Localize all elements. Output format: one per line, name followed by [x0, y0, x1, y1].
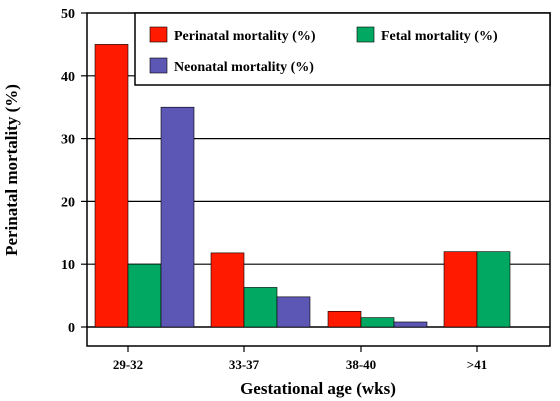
legend-swatch: [149, 57, 168, 74]
bar-perinatal-2: [327, 310, 362, 328]
bar-perinatal-1: [210, 252, 245, 328]
x-tick-label: 38-40: [346, 357, 376, 372]
bar-fetal-2: [360, 317, 395, 328]
y-tick-label: 30: [61, 133, 75, 148]
legend-label: Fetal mortality (%): [381, 29, 498, 44]
y-tick-label: 0: [68, 321, 75, 336]
bar-perinatal-3: [443, 251, 478, 328]
y-tick-label: 20: [61, 195, 75, 210]
bars: [94, 44, 511, 328]
y-axis-ticks: 0 10 20 30 40 50: [61, 7, 87, 336]
y-tick-label: 40: [61, 70, 75, 85]
legend-swatch: [356, 26, 375, 43]
bar-fetal-3: [476, 251, 511, 328]
y-tick-label: 50: [61, 7, 75, 22]
bar-neonatal-0: [160, 106, 195, 328]
legend-label: Neonatal mortality (%): [174, 60, 314, 75]
bar-fetal-1: [243, 287, 278, 328]
x-axis-label: Gestational age (wks): [240, 379, 396, 398]
x-tick-label: 33-37: [229, 357, 260, 372]
legend: Perinatal mortality (%) Fetal mortality (…: [134, 12, 551, 86]
legend-box: [134, 12, 551, 86]
y-tick-label: 10: [61, 258, 75, 273]
legend-swatch: [149, 26, 168, 43]
x-tick-label: >41: [467, 357, 487, 372]
bar-neonatal-2: [393, 321, 428, 328]
x-axis-ticks: 29-32 33-37 38-40 >41: [113, 346, 487, 372]
bar-perinatal-0: [94, 44, 129, 328]
x-tick-label: 29-32: [113, 357, 143, 372]
bar-neonatal-1: [276, 296, 311, 328]
y-axis-label: Perinatal mortality (%): [2, 84, 21, 256]
legend-label: Perinatal mortality (%): [174, 29, 316, 44]
bar-fetal-0: [127, 263, 162, 328]
